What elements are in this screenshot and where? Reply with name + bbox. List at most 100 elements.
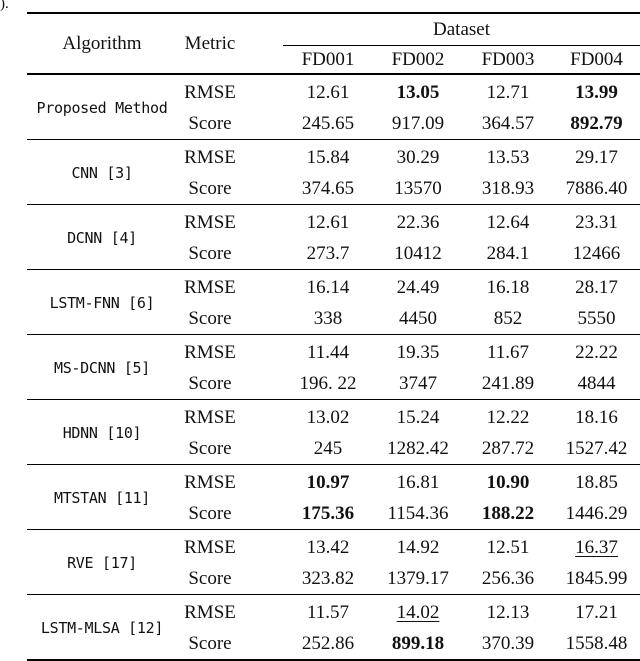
table-cell: 256.36	[481, 567, 535, 589]
table-cell: 273.7	[306, 242, 350, 264]
table-cell: 16.81	[373, 464, 463, 498]
spacer-cell	[243, 628, 283, 661]
table-cell: 7886.40	[565, 177, 628, 199]
table-cell: 17.21	[553, 594, 640, 628]
metric-label: Score	[188, 567, 232, 589]
header-algorithm: Algorithm	[27, 12, 177, 75]
results-table: Algorithm Metric Dataset FD001 FD002 FD0…	[27, 12, 640, 661]
spacer-cell	[243, 73, 283, 108]
table-row: MS-DCNN [5] RMSE 11.44 19.35 11.67 22.22	[27, 334, 640, 400]
table-cell: 15.24	[373, 399, 463, 433]
metric-label: Score	[188, 372, 232, 394]
table-row: Score 338 4450 852 5550	[27, 303, 640, 335]
table-cell: 1845.99	[565, 567, 628, 589]
table-row: RVE [17] RMSE 13.42 14.92 12.51 16.37	[27, 529, 640, 595]
metric-label: Score	[188, 177, 232, 199]
spacer-cell	[243, 594, 283, 628]
table-cell: 13570	[394, 177, 442, 199]
spacer-cell	[243, 368, 283, 400]
table-cell: 323.82	[301, 567, 355, 589]
table-cell: 318.93	[481, 177, 535, 199]
spacer-cell	[243, 139, 283, 173]
algorithm-name: DCNN [4]	[27, 204, 177, 270]
table-cell: 4844	[577, 372, 616, 394]
table-cell: 19.35	[373, 334, 463, 368]
spacer-cell	[243, 238, 283, 270]
metric-label: RMSE	[177, 529, 243, 563]
table-cell: 10.90	[463, 464, 553, 498]
table-cell: 12466	[572, 242, 621, 264]
metric-label: RMSE	[177, 139, 243, 173]
table-row: Score 245 1282.42 287.72 1527.42	[27, 433, 640, 465]
table-cell: 13.02	[283, 399, 373, 433]
metric-label: RMSE	[177, 204, 243, 238]
table-cell: 892.79	[570, 112, 623, 134]
table-cell: 24.49	[373, 269, 463, 303]
table-row: CNN [3] RMSE 15.84 30.29 13.53 29.17	[27, 139, 640, 205]
table-cell: 16.14	[283, 269, 373, 303]
metric-label: RMSE	[177, 73, 243, 108]
row-group-hdnn: HDNN [10] RMSE 13.02 15.24 12.22 18.16 S…	[27, 399, 640, 465]
table-row: Score 245.65 917.09 364.57 892.79	[27, 108, 640, 140]
spacer-cell	[243, 464, 283, 498]
metric-label: Score	[188, 307, 232, 329]
metric-label: Score	[177, 628, 243, 661]
table-cell: 1527.42	[565, 437, 628, 459]
row-group-rve: RVE [17] RMSE 13.42 14.92 12.51 16.37 Sc…	[27, 529, 640, 595]
table-cell: 18.85	[553, 464, 640, 498]
header-metric: Metric	[177, 12, 243, 75]
table-header: Algorithm Metric Dataset FD001 FD002 FD0…	[27, 12, 640, 75]
table-cell: 1282.42	[387, 437, 449, 459]
caption-fragment: ).	[0, 0, 9, 12]
table-row: LSTM-MLSA [12] RMSE 11.57 14.02 12.13 17…	[27, 594, 640, 661]
table-cell: 14.02	[373, 594, 463, 628]
row-group-lstm-mlsa: LSTM-MLSA [12] RMSE 11.57 14.02 12.13 17…	[27, 594, 640, 661]
table-cell: 16.37	[553, 529, 640, 563]
table-cell: 29.17	[553, 139, 640, 173]
metric-label: Score	[188, 437, 232, 459]
spacer-cell	[243, 498, 283, 530]
table-row: DCNN [4] RMSE 12.61 22.36 12.64 23.31	[27, 204, 640, 270]
metric-label: RMSE	[177, 269, 243, 303]
table-cell: 374.65	[301, 177, 355, 199]
spacer-cell	[243, 563, 283, 595]
table-cell: 12.71	[463, 73, 553, 108]
algorithm-name: RVE [17]	[27, 529, 177, 595]
spacer-cell	[243, 529, 283, 563]
metric-label: RMSE	[177, 399, 243, 433]
table-cell: 1446.29	[565, 502, 628, 524]
header-spacer	[243, 12, 283, 75]
table-cell: 12.13	[463, 594, 553, 628]
table-cell: 1558.48	[553, 628, 640, 661]
table-cell: 22.22	[553, 334, 640, 368]
table-row: LSTM-FNN [6] RMSE 16.14 24.49 16.18 28.1…	[27, 269, 640, 335]
table-cell: 16.18	[463, 269, 553, 303]
table-cell: 15.84	[283, 139, 373, 173]
table-cell: 917.09	[391, 112, 445, 134]
table-cell: 13.05	[373, 73, 463, 108]
table-row: MTSTAN [11] RMSE 10.97 16.81 10.90 18.85	[27, 464, 640, 530]
algorithm-name: Proposed Method	[27, 73, 177, 140]
table-cell: 1379.17	[387, 567, 449, 589]
table-cell: 287.72	[481, 437, 535, 459]
row-group-ms-dcnn: MS-DCNN [5] RMSE 11.44 19.35 11.67 22.22…	[27, 334, 640, 400]
table-cell: 12.51	[463, 529, 553, 563]
header-fd004: FD004	[553, 45, 640, 75]
table-row: Score 196. 22 3747 241.89 4844	[27, 368, 640, 400]
table-cell: 3747	[399, 372, 437, 394]
spacer-cell	[243, 108, 283, 140]
table-row: HDNN [10] RMSE 13.02 15.24 12.22 18.16	[27, 399, 640, 465]
table-cell: 175.36	[301, 502, 355, 524]
table-cell: 13.42	[283, 529, 373, 563]
header-fd001: FD001	[283, 45, 373, 75]
row-group-mtstan: MTSTAN [11] RMSE 10.97 16.81 10.90 18.85…	[27, 464, 640, 530]
table-cell: 11.44	[283, 334, 373, 368]
table-cell: 5550	[577, 307, 616, 329]
algorithm-name: LSTM-MLSA [12]	[27, 594, 177, 661]
table-cell: 4450	[399, 307, 437, 329]
metric-label: Score	[188, 112, 232, 134]
table-cell: 1154.36	[387, 502, 449, 524]
spacer-cell	[243, 269, 283, 303]
algorithm-name: MTSTAN [11]	[27, 464, 177, 530]
table-cell: 899.18	[373, 628, 463, 661]
